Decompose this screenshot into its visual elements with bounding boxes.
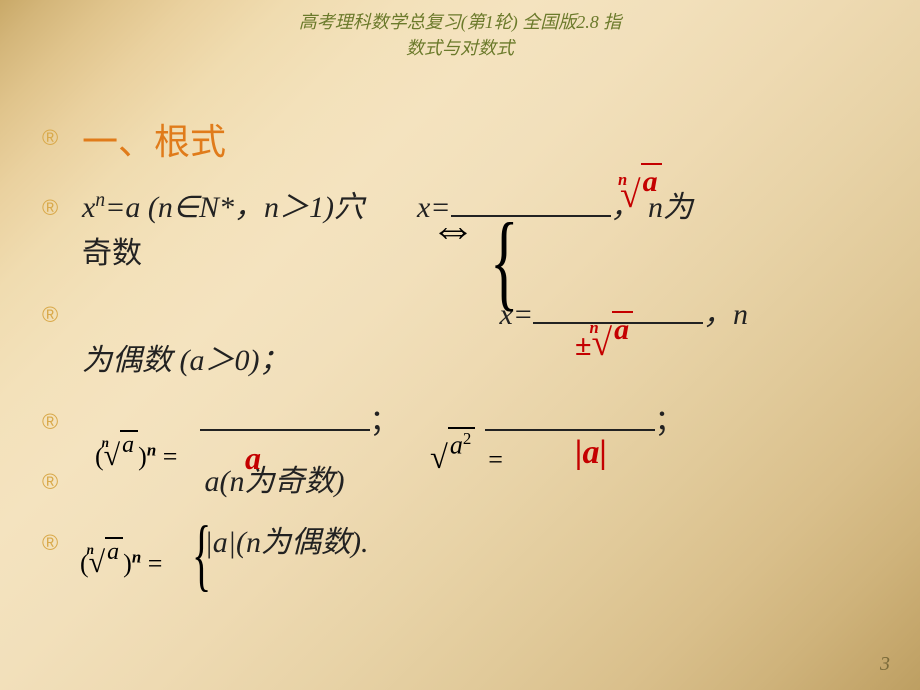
brace-bottom: {	[192, 510, 211, 601]
equals-2: =	[488, 445, 503, 474]
root-index: n	[618, 170, 627, 190]
bullet-icon: ®	[42, 465, 58, 499]
formula-abs-a: |a|	[575, 434, 607, 472]
a-odd-text: a(n为奇数)	[205, 465, 345, 498]
a-even-text: |a|(n为偶数).	[205, 526, 369, 559]
root-index-4: n	[87, 542, 94, 558]
equals-1: =	[163, 442, 178, 471]
bullet-icon: ®	[42, 298, 58, 332]
var-x: x	[82, 191, 95, 224]
bullet-icon: ®	[42, 121, 58, 155]
even-label: 为偶数 (a＞0)；	[82, 344, 289, 377]
exp-n: n	[95, 190, 105, 211]
semicolon-1: ；	[370, 405, 400, 438]
formula-red-a: a	[245, 440, 261, 477]
radicand-a-2: a	[614, 313, 629, 346]
slide: 高考理科数学总复习(第1轮) 全国版2.8 指 数式与对数式 ® 一、根式 ® …	[0, 0, 920, 690]
exp-2: 2	[463, 429, 471, 448]
eq-a-clause: =a (n∈N*，n＞1)穴	[105, 191, 364, 224]
radicand-a-3: a	[122, 432, 134, 458]
bullet-icon: ®	[42, 191, 58, 225]
formula-sqrt-a2: √a2 =	[430, 440, 503, 477]
bullet-icon: ®	[42, 526, 58, 560]
blank-3	[200, 399, 370, 431]
slide-header: 高考理科数学总复习(第1轮) 全国版2.8 指 数式与对数式	[0, 8, 920, 60]
slide-content: ® 一、根式 ® xn=a (n∈N*，n＞1)穴 x=， n为 奇数 ® x=…	[30, 115, 880, 580]
iff-symbol: ⇔	[430, 202, 476, 255]
outer-exp: n	[147, 440, 156, 459]
radicand-a-4: a	[450, 431, 463, 460]
formula-pm-nth-root-a: ± n √a	[575, 322, 633, 365]
comma-n-2: ，n	[703, 298, 748, 331]
brace-symbol: {	[490, 208, 519, 316]
radicand-a-5: a	[107, 539, 119, 565]
formula-root-power-bottom: ( n √a )n =	[80, 546, 162, 580]
section-title: 一、根式	[82, 122, 226, 162]
outer-exp-2: n	[132, 547, 141, 566]
equals-3: =	[148, 549, 163, 578]
root-index-2: n	[589, 318, 598, 338]
blank-4	[485, 399, 655, 431]
formula-root-power-left: ( n √a )n =	[95, 439, 177, 473]
row-definition-even: ® x=，n 为偶数 (a＞0)；	[30, 292, 880, 385]
semicolon-2: ；	[655, 405, 685, 438]
header-line-2: 数式与对数式	[0, 34, 920, 60]
formula-nth-root-a: n √a	[620, 174, 662, 217]
page-number: 3	[880, 653, 890, 676]
row-section-title: ® 一、根式	[30, 115, 880, 171]
header-line-1: 高考理科数学总复习(第1轮) 全国版2.8 指	[0, 8, 920, 34]
bullet-icon: ®	[42, 405, 58, 439]
odd-label: 奇数	[82, 237, 142, 270]
radicand-a: a	[643, 165, 658, 198]
root-index-3: n	[102, 435, 109, 451]
